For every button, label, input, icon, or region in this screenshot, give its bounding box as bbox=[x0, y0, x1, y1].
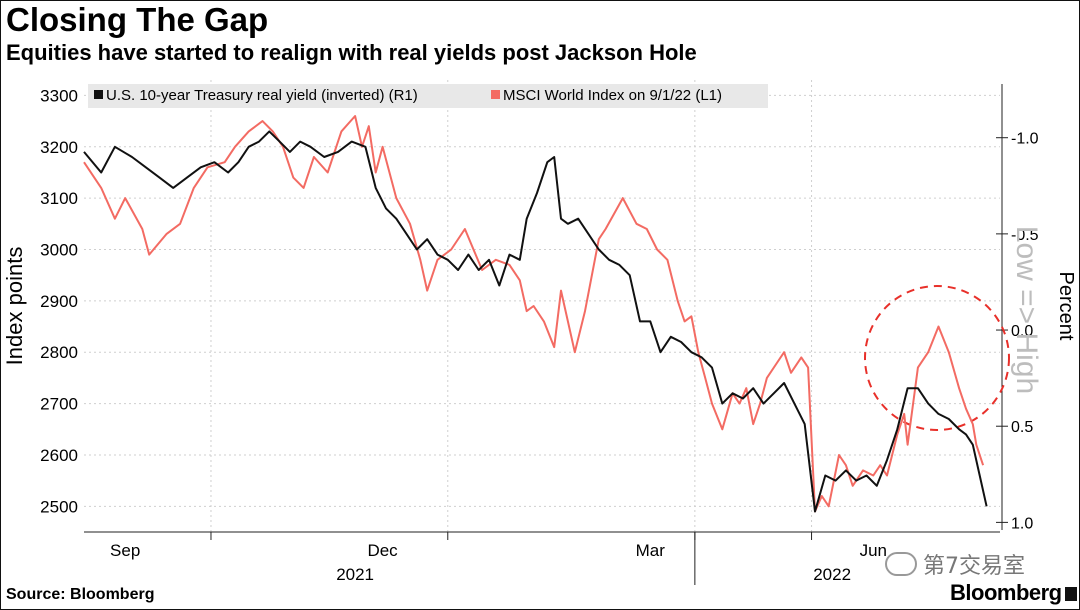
x-tick-label: Mar bbox=[636, 541, 666, 560]
left-tick-label: 2600 bbox=[40, 446, 78, 465]
left-tick-label: 3200 bbox=[40, 138, 78, 157]
left-tick-label: 2800 bbox=[40, 343, 78, 362]
chart-title: Closing The Gap bbox=[6, 1, 269, 38]
brand-text: Bloomberg bbox=[950, 580, 1062, 605]
left-tick-label: 2500 bbox=[40, 497, 78, 516]
right-tick-label: -1.0 bbox=[1011, 131, 1039, 148]
right-tick-label: 0.0 bbox=[1011, 323, 1033, 340]
left-tick-label: 3300 bbox=[40, 86, 78, 105]
brand-logo: Bloomberg bbox=[950, 580, 1077, 606]
right-tick-label: 0.5 bbox=[1011, 419, 1033, 436]
wechat-icon bbox=[885, 552, 917, 576]
left-tick-label: 3000 bbox=[40, 241, 78, 260]
x-axis: Sep Dec Mar Jun 2021 2022 bbox=[84, 531, 1000, 585]
left-axis-label: Index points bbox=[2, 247, 27, 366]
watermark-text: 第7交易室 bbox=[923, 554, 1025, 579]
x-tick-label: Jun bbox=[860, 541, 887, 560]
x-year-label: 2021 bbox=[336, 565, 374, 584]
series-group bbox=[83, 115, 988, 513]
right-axis: -1.0 -0.5 0.0 0.5 1.0 bbox=[996, 84, 1039, 532]
x-tick-label: Sep bbox=[110, 541, 140, 560]
legend-background bbox=[88, 84, 768, 108]
x-tick-label: Dec bbox=[367, 541, 398, 560]
real-yield-line bbox=[83, 130, 988, 513]
legend-label-yield: U.S. 10-year Treasury real yield (invert… bbox=[106, 87, 418, 104]
right-axis-label: Percent bbox=[1055, 272, 1077, 341]
brand-mark-icon bbox=[1064, 587, 1077, 601]
left-axis: 2500 2600 2700 2800 2900 3000 3100 3200 3300 bbox=[40, 86, 78, 516]
legend-swatch-yield bbox=[94, 90, 103, 99]
low-high-annotation: Low => High bbox=[1010, 226, 1043, 394]
chart-subtitle: Equities have started to realign with re… bbox=[6, 40, 697, 65]
right-tick-label: -0.5 bbox=[1011, 227, 1039, 244]
legend: U.S. 10-year Treasury real yield (invert… bbox=[88, 84, 768, 108]
msci-world-line bbox=[83, 115, 985, 513]
left-tick-label: 2700 bbox=[40, 395, 78, 414]
legend-label-msci: MSCI World Index on 9/1/22 (L1) bbox=[503, 87, 722, 104]
plot-area bbox=[82, 80, 1000, 532]
left-tick-label: 2900 bbox=[40, 292, 78, 311]
legend-swatch-msci bbox=[491, 90, 500, 99]
left-tick-label: 3100 bbox=[40, 189, 78, 208]
right-tick-label: 1.0 bbox=[1011, 515, 1033, 532]
source-note: Source: Bloomberg bbox=[6, 586, 155, 603]
watermark: 第7交易室 bbox=[885, 548, 1025, 580]
highlight-circle bbox=[864, 285, 1010, 431]
x-year-label: 2022 bbox=[813, 565, 851, 584]
